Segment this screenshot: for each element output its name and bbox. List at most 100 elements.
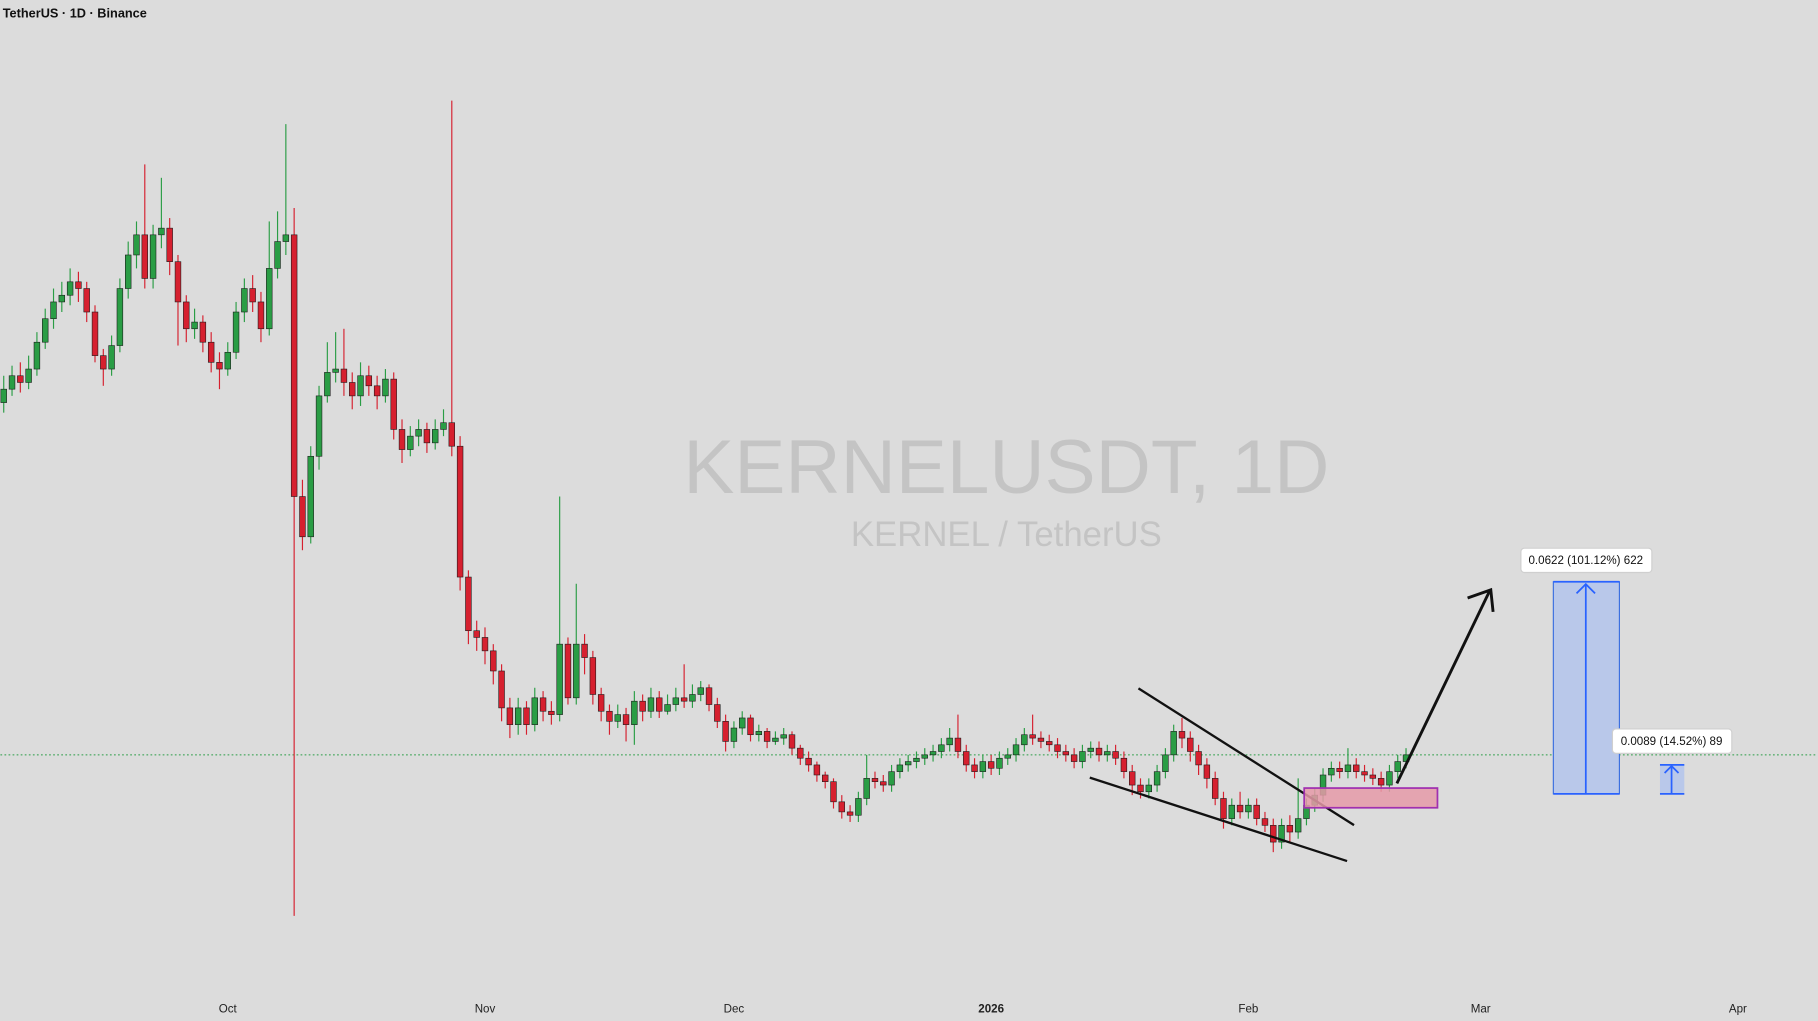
candle-body bbox=[373, 385, 381, 397]
candle-body bbox=[125, 254, 132, 289]
candle-body bbox=[315, 395, 323, 457]
candle-body bbox=[357, 375, 364, 397]
candle-body bbox=[440, 422, 447, 430]
candle-body bbox=[556, 643, 563, 715]
candle-body bbox=[1037, 737, 1045, 742]
candle-body bbox=[656, 697, 663, 712]
candle-body bbox=[116, 288, 124, 346]
candle-body bbox=[183, 301, 190, 330]
candle-body bbox=[1012, 744, 1020, 756]
arrow bbox=[1395, 590, 1491, 785]
candle-body bbox=[1153, 771, 1161, 786]
candle-body bbox=[938, 744, 945, 752]
candle-body bbox=[199, 321, 207, 343]
candle-body bbox=[739, 717, 746, 729]
candle-body bbox=[1236, 804, 1244, 813]
candle-body bbox=[1394, 761, 1401, 772]
candle-body bbox=[207, 341, 215, 363]
candle-body bbox=[523, 707, 530, 725]
candle-body bbox=[166, 227, 173, 262]
candle-body bbox=[863, 778, 870, 799]
candle-body bbox=[755, 731, 763, 736]
candle-body bbox=[1170, 731, 1177, 756]
candle-body bbox=[506, 707, 514, 725]
candle-body bbox=[1112, 751, 1119, 759]
candle-body bbox=[830, 781, 837, 803]
candle-body bbox=[382, 378, 389, 397]
candle-body bbox=[846, 811, 854, 816]
candle-body bbox=[232, 311, 240, 353]
candle-body bbox=[514, 707, 522, 725]
measure-label: 0.0622 (101.12%) 622 bbox=[1529, 555, 1644, 567]
candle-body bbox=[25, 368, 32, 383]
candle-body bbox=[1162, 754, 1169, 772]
candle-body bbox=[946, 737, 953, 746]
chart-title: TetherUS · 1D · Binance bbox=[3, 5, 147, 20]
candle-body bbox=[747, 717, 754, 736]
candle-body bbox=[954, 737, 962, 752]
candle-body bbox=[606, 710, 613, 722]
candle-body bbox=[1029, 734, 1036, 739]
candle-body bbox=[581, 643, 588, 658]
measure-label-box bbox=[1520, 547, 1653, 574]
candle-body bbox=[108, 345, 115, 370]
candle-body bbox=[689, 694, 696, 702]
drawings: 0.0622 (101.12%) 622 0.0089 (14.52%) 89 bbox=[1089, 547, 1733, 863]
candle-body bbox=[647, 697, 655, 712]
candle-body bbox=[1278, 825, 1285, 843]
x-tick-label: Mar bbox=[1471, 1003, 1491, 1015]
candle-body bbox=[1137, 784, 1144, 793]
candle-body bbox=[797, 747, 804, 759]
candle-body bbox=[871, 778, 879, 782]
candle-body bbox=[539, 697, 547, 712]
candle-body bbox=[456, 445, 464, 578]
candle-body bbox=[423, 429, 431, 444]
candle-body bbox=[614, 714, 621, 722]
candle-body bbox=[904, 761, 912, 766]
candle-body bbox=[1344, 764, 1352, 772]
candle-body bbox=[1021, 734, 1028, 746]
x-tick-label: Oct bbox=[219, 1003, 238, 1015]
candle-body bbox=[249, 288, 256, 303]
candle-body bbox=[1054, 744, 1061, 752]
candle-body bbox=[174, 261, 182, 303]
candle-body bbox=[1203, 764, 1211, 779]
candle-body bbox=[672, 697, 680, 705]
candle-body bbox=[490, 650, 497, 672]
candle-body bbox=[257, 301, 265, 330]
measure-label-box bbox=[1611, 728, 1733, 754]
candle-body bbox=[448, 422, 455, 447]
candle-body bbox=[33, 341, 41, 370]
candle-body bbox=[1087, 747, 1094, 752]
candle-body bbox=[979, 761, 987, 772]
candle-body bbox=[1336, 767, 1343, 772]
candle-body bbox=[589, 657, 597, 695]
candle-body bbox=[763, 731, 771, 742]
candle-body bbox=[224, 351, 231, 370]
candle-body bbox=[1220, 798, 1227, 819]
candle-body bbox=[266, 268, 273, 330]
x-tick-label: Feb bbox=[1238, 1003, 1258, 1015]
x-axis: Oct Nov Dec 2026 Feb Mar Apr bbox=[219, 994, 1747, 1015]
candle-body bbox=[0, 388, 7, 403]
measure-arrow-head bbox=[1663, 764, 1680, 774]
candle-body bbox=[1211, 778, 1219, 799]
candle-body bbox=[531, 697, 538, 725]
x-tick-label: Apr bbox=[1729, 1003, 1747, 1015]
candle-body bbox=[1361, 771, 1368, 776]
candle-body bbox=[158, 227, 165, 236]
candle-body bbox=[597, 694, 605, 712]
measure-arrow-head bbox=[1575, 582, 1596, 594]
candle-body bbox=[730, 727, 738, 742]
candle-body bbox=[1129, 771, 1136, 786]
candle-body bbox=[913, 757, 920, 762]
candle-body bbox=[100, 355, 107, 370]
candle-body bbox=[1178, 731, 1186, 739]
candle-body bbox=[50, 301, 57, 320]
candle-body bbox=[573, 643, 580, 699]
candle-body bbox=[365, 375, 373, 387]
watermark-subtitle: KERNEL / TetherUS bbox=[851, 516, 1162, 554]
candle-body bbox=[929, 751, 937, 756]
candle-body bbox=[880, 781, 887, 786]
candle-body bbox=[473, 630, 480, 638]
